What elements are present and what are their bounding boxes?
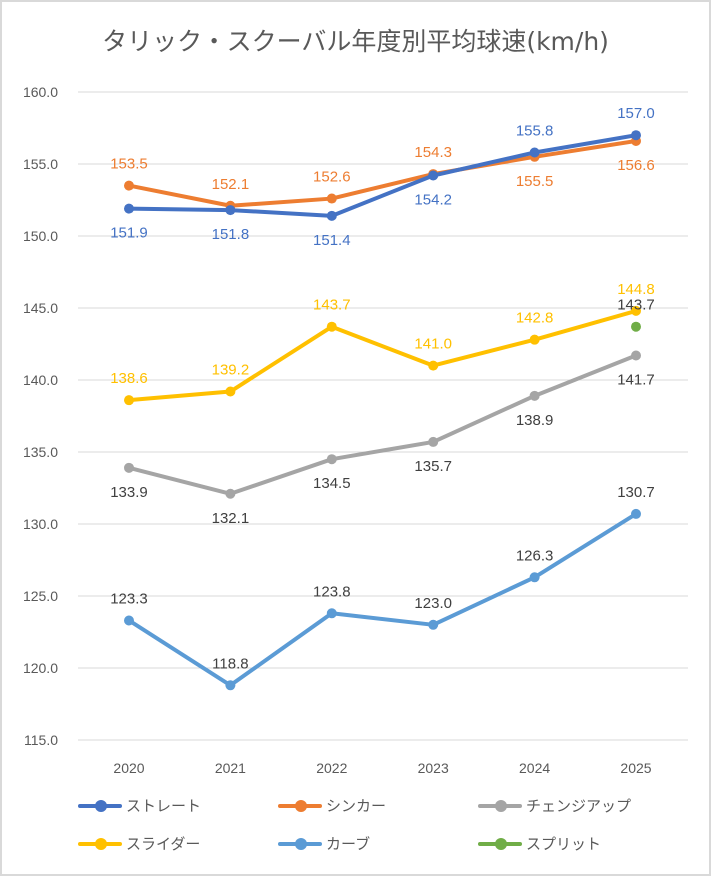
y-tick-label: 135.0 bbox=[23, 444, 58, 460]
x-tick-label: 2023 bbox=[418, 760, 449, 776]
data-label: 155.8 bbox=[516, 122, 554, 139]
legend-label: シンカー bbox=[326, 797, 387, 815]
legend-item: スプリット bbox=[478, 833, 601, 854]
x-tick-label: 2020 bbox=[113, 760, 144, 776]
data-point bbox=[428, 170, 439, 181]
data-point bbox=[529, 572, 540, 583]
legend-label: ストレート bbox=[126, 797, 202, 815]
data-point bbox=[124, 203, 134, 214]
x-tick-label: 2025 bbox=[620, 760, 651, 776]
data-label: 132.1 bbox=[212, 510, 250, 527]
data-point bbox=[428, 360, 439, 371]
data-label: 133.9 bbox=[110, 484, 148, 501]
data-point bbox=[428, 619, 439, 630]
data-label: 151.9 bbox=[110, 225, 148, 242]
data-point bbox=[124, 395, 134, 406]
data-label: 144.8 bbox=[617, 281, 655, 298]
data-point bbox=[326, 321, 337, 332]
data-point bbox=[124, 180, 134, 191]
y-tick-label: 115.0 bbox=[24, 732, 58, 748]
data-label: 152.6 bbox=[313, 169, 351, 186]
data-point bbox=[529, 147, 540, 158]
data-label: 123.8 bbox=[313, 583, 351, 600]
data-point bbox=[631, 321, 641, 332]
data-label: 138.6 bbox=[110, 370, 148, 387]
data-label: 143.7 bbox=[313, 297, 351, 314]
x-tick-label: 2022 bbox=[316, 760, 347, 776]
data-label: 126.3 bbox=[516, 547, 554, 564]
data-point bbox=[225, 205, 236, 216]
series-line bbox=[128, 138, 637, 208]
data-label: 155.5 bbox=[516, 173, 554, 190]
legend-swatch bbox=[78, 837, 122, 850]
y-tick-label: 120.0 bbox=[23, 660, 58, 676]
y-tick-label: 155.0 bbox=[23, 156, 58, 172]
data-point bbox=[529, 334, 540, 345]
data-point bbox=[225, 680, 236, 691]
legend-swatch bbox=[278, 799, 322, 812]
legend-label: チェンジアップ bbox=[526, 797, 632, 815]
data-point bbox=[326, 454, 337, 465]
data-label: 134.5 bbox=[313, 475, 351, 492]
legend-label: スプリット bbox=[526, 835, 602, 853]
data-point bbox=[225, 386, 236, 397]
data-point bbox=[326, 193, 337, 204]
data-label: 143.7 bbox=[617, 297, 655, 314]
y-tick-label: 125.0 bbox=[23, 588, 58, 604]
legend-swatch bbox=[478, 799, 522, 812]
y-tick-label: 150.0 bbox=[23, 228, 58, 244]
data-label: 157.0 bbox=[617, 105, 655, 122]
legend-label: スライダー bbox=[126, 835, 201, 853]
y-tick-label: 130.0 bbox=[23, 516, 58, 532]
data-label: 139.2 bbox=[212, 362, 250, 379]
data-label: 151.8 bbox=[212, 226, 250, 243]
legend-item: チェンジアップ bbox=[478, 795, 631, 816]
series-line bbox=[128, 133, 637, 218]
data-label: 138.9 bbox=[516, 412, 554, 429]
data-label: 156.6 bbox=[617, 157, 655, 174]
data-label: 153.5 bbox=[110, 156, 148, 173]
data-point bbox=[124, 615, 134, 626]
data-label: 123.3 bbox=[110, 590, 148, 607]
y-tick-label: 160.0 bbox=[23, 84, 58, 100]
legend-item: シンカー bbox=[278, 795, 386, 816]
data-point bbox=[225, 488, 236, 499]
legend-label: カーブ bbox=[326, 835, 371, 853]
data-label: 141.0 bbox=[414, 336, 452, 353]
data-label: 154.2 bbox=[414, 192, 452, 209]
data-point bbox=[428, 436, 439, 447]
data-label: 118.8 bbox=[212, 655, 248, 672]
data-label: 130.7 bbox=[617, 484, 655, 501]
data-label: 123.0 bbox=[414, 595, 452, 612]
legend-swatch bbox=[278, 837, 322, 850]
series-line bbox=[128, 308, 637, 403]
series-line bbox=[127, 512, 638, 688]
legend-swatch bbox=[478, 837, 522, 850]
y-tick-label: 145.0 bbox=[23, 300, 58, 316]
legend-item: ストレート bbox=[78, 795, 201, 816]
data-point bbox=[631, 508, 641, 519]
data-point bbox=[529, 390, 540, 401]
x-tick-label: 2021 bbox=[215, 760, 246, 776]
data-label: 141.7 bbox=[617, 372, 655, 389]
data-point bbox=[631, 130, 641, 141]
y-tick-label: 140.0 bbox=[23, 372, 58, 388]
legend-item: スライダー bbox=[78, 833, 200, 854]
data-label: 152.1 bbox=[212, 176, 250, 193]
data-point bbox=[326, 608, 337, 619]
data-point bbox=[124, 462, 134, 473]
chart-title: タリック・スクーバル年度別平均球速(km/h) bbox=[102, 27, 609, 56]
x-tick-label: 2024 bbox=[519, 760, 550, 776]
data-label: 154.3 bbox=[414, 144, 452, 161]
data-label: 151.4 bbox=[313, 232, 351, 249]
series-line bbox=[128, 353, 637, 496]
data-point bbox=[631, 350, 641, 361]
legend-item: カーブ bbox=[278, 833, 370, 854]
data-point bbox=[631, 305, 641, 316]
data-label: 135.7 bbox=[414, 458, 452, 475]
legend-swatch bbox=[78, 799, 122, 812]
data-label: 142.8 bbox=[516, 310, 554, 327]
data-point bbox=[326, 210, 337, 221]
